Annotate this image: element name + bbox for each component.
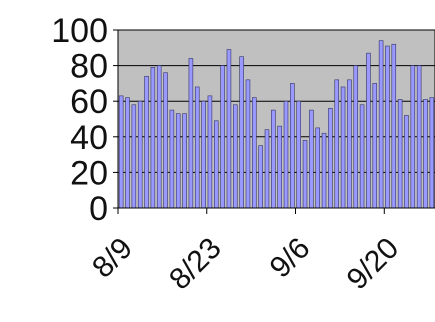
y-tick-label: 0 [89, 190, 108, 228]
bar [214, 120, 219, 209]
bar [252, 97, 257, 209]
bar [410, 65, 416, 209]
bar [359, 104, 365, 209]
bar [378, 40, 384, 209]
bar [334, 79, 339, 209]
bar [188, 58, 194, 209]
y-tick-label: 100 [51, 12, 108, 50]
bar [347, 79, 352, 209]
bar [182, 113, 187, 209]
bar [385, 45, 390, 209]
bar [309, 109, 314, 209]
x-tick-label: 8/9 [86, 232, 139, 285]
bar [429, 97, 435, 209]
bar [258, 145, 263, 209]
bar [416, 65, 422, 209]
bar [118, 95, 124, 209]
y-tick-label: 60 [70, 83, 108, 121]
bar [271, 109, 276, 209]
bar [144, 75, 149, 209]
bar [163, 72, 168, 209]
bar [366, 52, 371, 209]
bar [391, 43, 397, 209]
bar [340, 86, 346, 209]
bar [175, 113, 181, 209]
bar [150, 67, 156, 209]
bar [296, 100, 301, 209]
x-tick-label: 9/6 [264, 232, 317, 285]
bar [353, 65, 359, 209]
bar [277, 125, 282, 209]
bar [397, 99, 403, 209]
bar [328, 108, 333, 209]
x-axis-ticks: 8/9 8/23 9/6 9/20 [86, 208, 405, 296]
bar [423, 99, 428, 209]
bar [194, 86, 200, 209]
y-tick-label: 20 [70, 154, 108, 192]
x-tick-label: 8/23 [163, 232, 228, 297]
x-tick-label: 9/20 [341, 232, 406, 297]
bar [321, 132, 327, 209]
bar [264, 129, 270, 209]
y-tick-label: 40 [70, 119, 108, 157]
bar [226, 49, 232, 209]
bar [302, 140, 308, 209]
bar [220, 65, 225, 209]
bar [290, 83, 295, 209]
bar [404, 115, 409, 209]
bar [137, 100, 143, 209]
bar [131, 104, 137, 209]
y-tick-label: 80 [70, 48, 108, 86]
bar [233, 104, 238, 209]
bar [201, 100, 206, 209]
bar [169, 109, 175, 209]
bar [315, 127, 320, 209]
bar [207, 95, 213, 209]
bar [283, 100, 289, 209]
bar [245, 79, 251, 209]
bar [156, 65, 162, 209]
bar [372, 83, 378, 209]
bar [125, 97, 130, 209]
bar [239, 56, 244, 209]
